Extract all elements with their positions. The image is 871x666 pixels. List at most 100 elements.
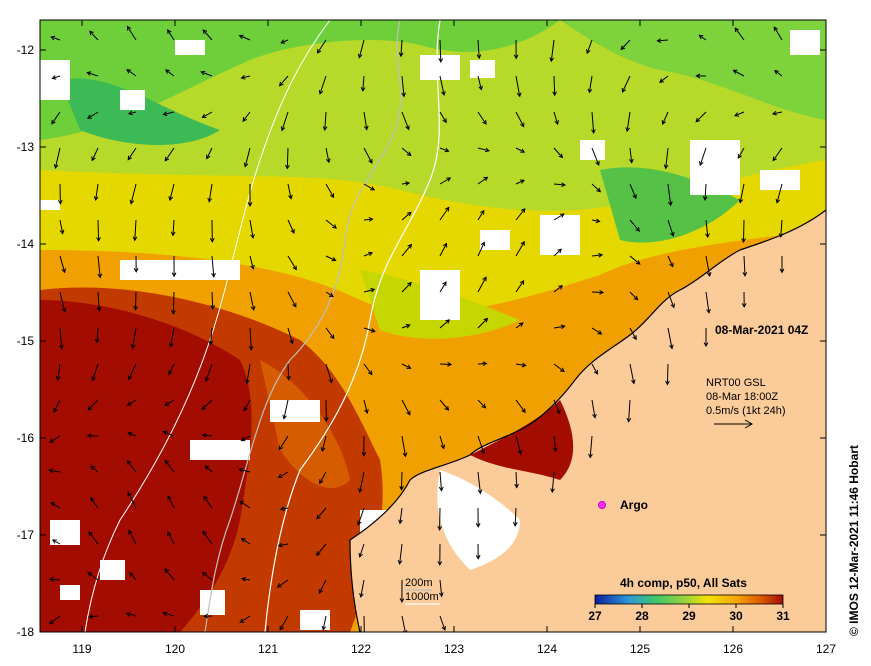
current-vector-head (593, 369, 598, 375)
current-vector (278, 435, 289, 450)
current-vector (128, 530, 137, 545)
current-vector-head (358, 552, 363, 558)
current-vector-head (586, 49, 591, 55)
current-vector (734, 111, 745, 117)
current-vector (515, 208, 526, 221)
current-vector-head (521, 362, 527, 368)
current-vector (591, 111, 595, 134)
current-vector-head (242, 117, 248, 122)
current-vector-head (550, 488, 555, 494)
current-vector (95, 183, 99, 201)
current-vector (699, 147, 707, 166)
current-vector-head (560, 367, 565, 373)
current-vector-head (364, 408, 369, 415)
lat-tick-label: -16 (17, 431, 35, 445)
current-vector-head (61, 268, 66, 274)
current-vector-head (440, 444, 446, 450)
current-vector-head (626, 417, 632, 423)
current-vector-head (357, 520, 362, 526)
current-vector-head (635, 260, 641, 265)
current-vector (163, 431, 175, 437)
current-vector-head (592, 413, 597, 419)
current-vector (128, 111, 137, 115)
current-vector (515, 179, 525, 185)
current-vector (667, 219, 674, 237)
current-vector-head (705, 233, 710, 239)
current-vector-head (599, 289, 605, 295)
current-vector-head (86, 71, 92, 76)
current-vector-head (201, 571, 207, 577)
current-vector-head (703, 342, 709, 348)
current-vector (553, 213, 565, 221)
current-vector (477, 210, 485, 221)
current-vector (591, 363, 598, 375)
current-vector-head (661, 120, 667, 126)
current-vector-head (484, 147, 490, 153)
current-vector-head (437, 561, 443, 566)
current-vector-head (521, 408, 526, 414)
current-vector-head (512, 521, 518, 527)
current-vector-head (88, 614, 94, 619)
current-vector (203, 496, 213, 509)
current-vector-head (444, 405, 450, 411)
current-vector-head (202, 29, 208, 35)
current-vector-head (331, 257, 337, 262)
current-vector-head (360, 86, 366, 92)
current-vector-head (475, 522, 481, 528)
current-vector-head (368, 158, 373, 164)
current-vector-head (48, 619, 54, 625)
current-vector-head (481, 403, 487, 409)
current-vector-head (595, 160, 600, 166)
current-vector-head (774, 69, 779, 75)
current-vector (515, 75, 521, 97)
current-vector (287, 363, 290, 380)
contour-legend-1000m: 1000m (405, 591, 439, 603)
current-vector-head (438, 58, 444, 63)
current-vector (242, 111, 251, 122)
argo-float-marker[interactable] (598, 501, 606, 509)
current-vector (170, 327, 175, 347)
current-vector-head (240, 436, 246, 442)
current-vector-head (127, 110, 133, 116)
current-vector (363, 399, 368, 414)
current-vector (279, 615, 289, 631)
current-vector-head (132, 236, 138, 242)
current-vector-head (48, 468, 54, 473)
current-vector-head (514, 483, 519, 489)
current-vector (629, 327, 637, 340)
current-vector (401, 244, 412, 257)
current-vector-head (556, 409, 561, 415)
current-vector (772, 147, 783, 161)
current-vector-head (695, 73, 701, 79)
current-vector-head (596, 187, 602, 193)
current-vector (667, 183, 672, 206)
current-vector (399, 507, 403, 524)
current-vector-head (282, 414, 287, 420)
current-vector (401, 111, 410, 130)
current-vector-head (398, 519, 403, 525)
current-vector (241, 538, 251, 545)
current-vector (97, 291, 100, 311)
current-vector (515, 322, 524, 329)
current-vector (589, 435, 593, 458)
current-vector (129, 572, 137, 581)
current-vector (666, 363, 669, 385)
current-vector-head (53, 407, 58, 413)
current-vector-head (667, 201, 673, 207)
current-vector-head (401, 92, 406, 98)
current-vector (515, 241, 525, 257)
colorbar-tick-label: 30 (729, 609, 743, 623)
current-vector-head (245, 379, 250, 385)
current-vector-head (278, 81, 284, 87)
current-vector-head (167, 495, 172, 501)
current-vector-head (442, 281, 447, 287)
current-vector (553, 363, 565, 372)
current-vector-head (695, 117, 701, 123)
current-vector (553, 248, 562, 257)
current-vector (325, 255, 336, 261)
current-vector-head (520, 148, 526, 153)
current-vector (89, 615, 99, 618)
current-vector-head (164, 459, 170, 465)
current-vector (363, 111, 368, 130)
current-vector (91, 147, 99, 161)
